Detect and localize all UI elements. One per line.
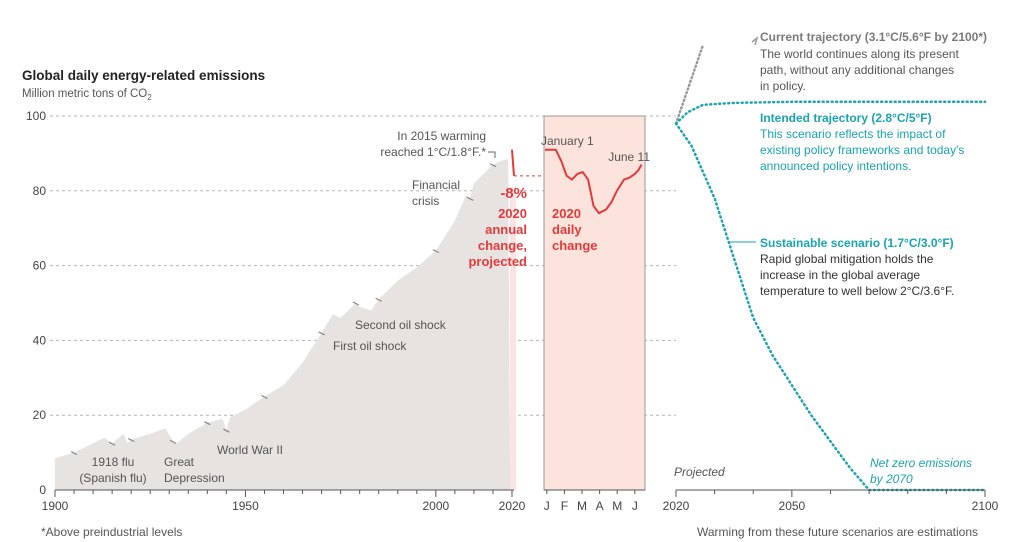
month-label: J — [544, 499, 550, 513]
daily-emissions-line — [545, 148, 643, 215]
annotation-2015-leader — [488, 151, 496, 158]
month-label: M — [612, 499, 622, 513]
projected-2020-line1: 2020 — [498, 206, 527, 221]
scenario-intended-desc-2: existing policy frameworks and today's — [760, 143, 964, 157]
annotation-spanish-flu-line2: (Spanish flu) — [79, 471, 146, 485]
scenario-sustainable-title: Sustainable scenario (1.7°C/3.0°F) — [760, 236, 954, 250]
annotation-first-oil-shock: First oil shock — [333, 339, 407, 353]
daily-title-line1: 2020 — [552, 206, 581, 221]
proj-tick-label: 2020 — [663, 499, 690, 513]
annotation-financial-crisis-line2: crisis — [412, 194, 439, 208]
historical-edge-mark — [466, 196, 474, 201]
scenario-intended: Intended trajectory (2.8°C/5°F) This sce… — [760, 111, 964, 173]
chart-subtitle: Million metric tons of CO2 — [22, 88, 152, 102]
scenario-current-desc-2: path, without any additional changes — [760, 63, 954, 77]
y-tick-label: 0 — [39, 483, 46, 497]
x-tick-label: 2020 — [499, 499, 526, 513]
historical-edge-mark — [261, 394, 268, 400]
net-zero-label-line1: Net zero emissions — [870, 456, 972, 470]
scenario-intended-desc-3: announced policy intentions. — [760, 159, 911, 173]
scenario-sustainable-desc-2: increase in the global average — [760, 268, 920, 282]
projected-label: Projected — [674, 465, 725, 479]
proj-tick-label: 2100 — [972, 499, 999, 513]
scenario-current: Current trajectory (3.1°C/5.6°F by 2100*… — [760, 30, 987, 93]
daily-panel-background — [543, 115, 646, 491]
historical-edge-mark — [169, 439, 177, 444]
projected-2020-strip — [510, 187, 516, 490]
annotation-world-war-ii: World War II — [217, 443, 283, 457]
annotation-spanish-flu-line1: 1918 flu — [92, 455, 135, 469]
daily-title-line3: change — [552, 238, 598, 253]
proj-tick-label: 2050 — [779, 499, 806, 513]
projected-2020-line4: projected — [468, 254, 527, 269]
scenario-intended-title: Intended trajectory (2.8°C/5°F) — [760, 111, 932, 125]
historical-edge-mark — [223, 428, 230, 433]
daily-title: 2020 daily change — [552, 206, 598, 253]
y-tick-label: 60 — [33, 259, 47, 273]
current-trajectory-arrow — [751, 35, 759, 46]
annotation-second-oil-shock: Second oil shock — [355, 318, 447, 332]
intended-trajectory-line — [674, 100, 987, 125]
historical-edge-mark — [204, 421, 211, 426]
annotation-2015-line2: reached 1°C/1.8°F.* — [380, 145, 486, 159]
historical-edge-mark — [70, 451, 78, 456]
scenario-sustainable: Sustainable scenario (1.7°C/3.0°F) Rapid… — [760, 236, 954, 298]
historical-edge-mark — [108, 441, 116, 446]
scenario-current-desc-1: The world continues along its present — [760, 47, 959, 61]
historical-edge-mark — [318, 331, 325, 336]
projected-2020-line3: change, — [478, 238, 527, 253]
sustainable-scenario-line — [674, 122, 987, 492]
daily-start-label: January 1 — [541, 134, 594, 148]
month-label: M — [577, 499, 587, 513]
current-trajectory-line — [674, 43, 705, 125]
daily-end-label: June 11 — [608, 150, 650, 164]
annotation-great-depression-line2: Depression — [164, 471, 225, 485]
x-tick-label: 1900 — [42, 499, 69, 513]
scenario-sustainable-desc-3: temperature to well below 2°C/3.6°F. — [760, 284, 954, 298]
month-label: F — [561, 499, 568, 513]
y-tick-label: 40 — [33, 333, 47, 347]
net-zero-label-line2: by 2070 — [870, 472, 913, 486]
y-tick-label: 80 — [33, 184, 47, 198]
historical-edge-mark — [352, 301, 360, 306]
x-tick-label: 2000 — [422, 499, 449, 513]
daily-panel — [543, 115, 646, 491]
scenario-current-desc-3: in policy. — [760, 79, 806, 93]
scenario-intended-desc-1: This scenario reflects the impact of — [760, 127, 946, 141]
projected-2020-drop — [511, 149, 515, 176]
y-tick-label: 20 — [33, 408, 47, 422]
projected-2020-line2: annual — [485, 222, 527, 237]
y-tick-label: 100 — [26, 109, 46, 123]
historical-emissions-area — [55, 159, 511, 490]
footnote-left: *Above preindustrial levels — [41, 525, 182, 539]
historical-annotations: In 2015 warming reached 1°C/1.8°F.* Fina… — [79, 129, 486, 485]
footnote-right: Warming from these future scenarios are … — [697, 525, 978, 539]
daily-title-line2: daily — [552, 222, 582, 237]
scenario-current-title: Current trajectory (3.1°C/5.6°F by 2100*… — [760, 30, 987, 44]
historical-edge-mark — [375, 297, 382, 302]
historical-edge-mark — [489, 163, 497, 168]
chart-title: Global daily energy-related emissions — [22, 68, 265, 83]
historical-edge-mark — [127, 437, 135, 443]
projected-2020-label: -8% 2020 annual change, projected — [468, 185, 527, 269]
month-label: J — [632, 499, 638, 513]
month-label: A — [596, 499, 604, 513]
projected-2020-percent: -8% — [500, 185, 527, 202]
annotation-2015-line1: In 2015 warming — [397, 129, 486, 143]
annotation-financial-crisis-line1: Financial — [412, 178, 460, 192]
historical-edge-mark — [432, 249, 440, 254]
scenario-sustainable-desc-1: Rapid global mitigation holds the — [760, 252, 934, 266]
x-tick-label: 1950 — [232, 499, 259, 513]
annotation-great-depression-line1: Great — [164, 455, 195, 469]
